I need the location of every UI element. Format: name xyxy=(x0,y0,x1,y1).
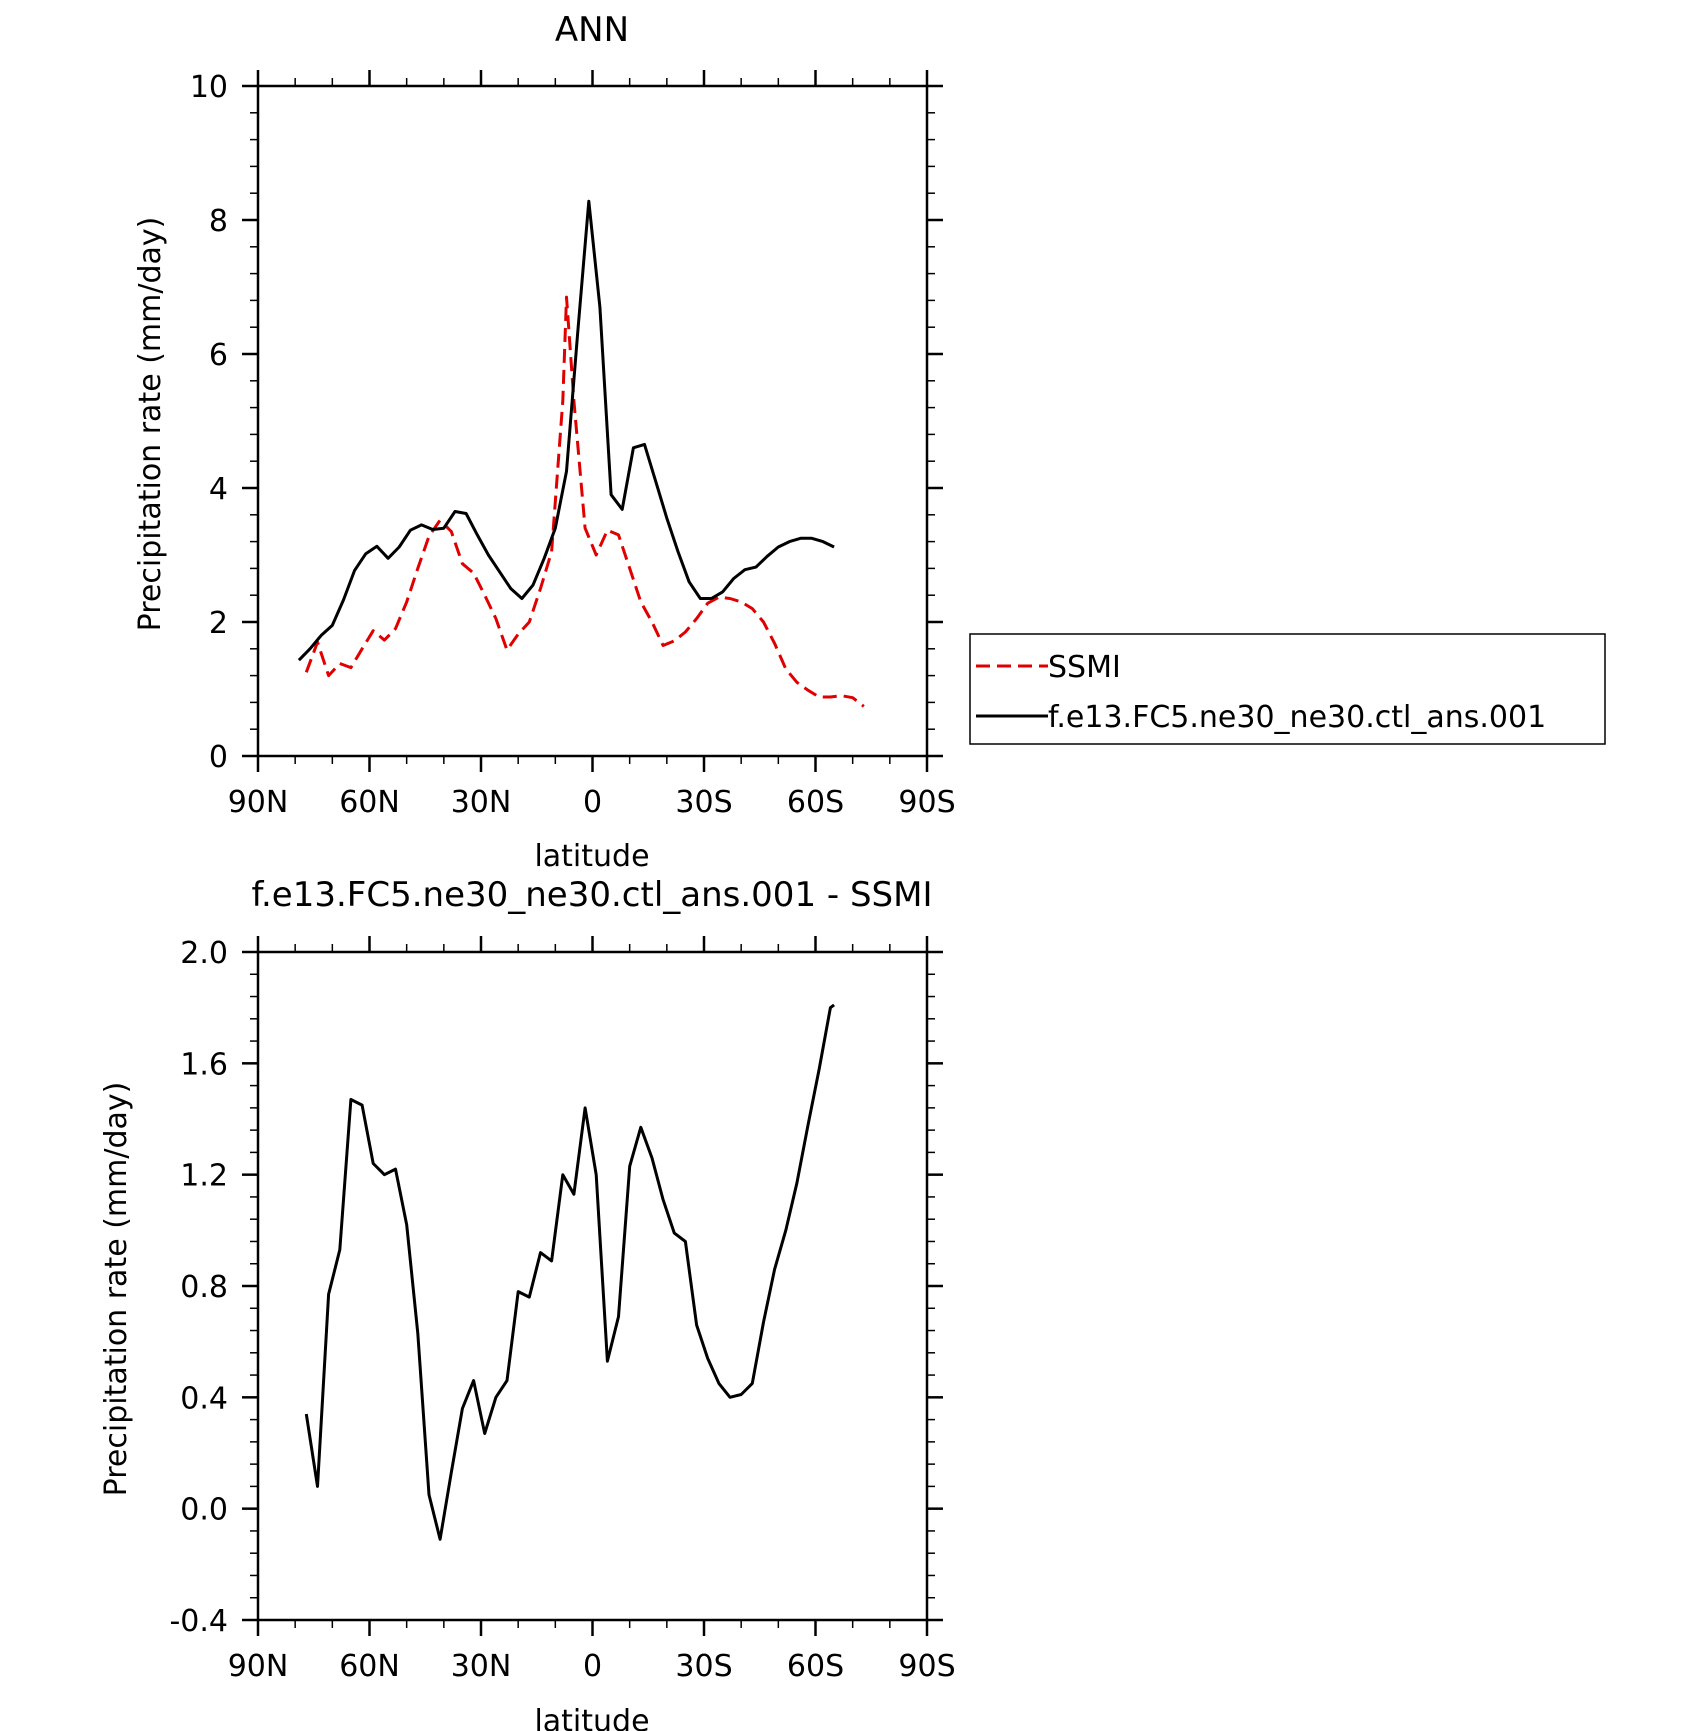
x-tick-label: 90N xyxy=(228,1649,289,1684)
x-tick-label: 90N xyxy=(228,785,289,820)
legend: SSMI f.e13.FC5.ne30_ne30.ctl_ans.001 xyxy=(969,633,1606,745)
y-tick-label: 0 xyxy=(209,740,228,775)
x-axis-label: latitude xyxy=(534,839,649,874)
chart-title: ANN xyxy=(555,10,629,50)
y-axis-label: Precipitation rate (mm/day) xyxy=(99,1082,134,1497)
plot-frame xyxy=(256,950,929,1622)
legend-label-ssmi: SSMI xyxy=(1048,650,1121,685)
y-tick-label: 2.0 xyxy=(180,936,228,971)
x-tick-label: 30N xyxy=(451,785,512,820)
y-tick-label: 0.8 xyxy=(180,1270,228,1305)
x-tick-label: 30S xyxy=(675,785,732,820)
x-tick-label: 60N xyxy=(339,785,400,820)
x-tick-label: 60S xyxy=(787,785,844,820)
chart-title: f.e13.FC5.ne30_ne30.ctl_ans.001 - SSMI xyxy=(252,875,933,915)
y-tick-label: 10 xyxy=(190,70,228,105)
x-tick-label: 0 xyxy=(583,1649,602,1684)
x-tick-label: 30N xyxy=(451,1649,512,1684)
x-tick-label: 0 xyxy=(583,785,602,820)
x-axis-label: latitude xyxy=(534,1704,649,1731)
bottom-panel-difference: f.e13.FC5.ne30_ne30.ctl_ans.001 - SSMI P… xyxy=(99,875,956,1731)
series-line-series-0 xyxy=(304,1003,836,1541)
y-tick-label: 0.4 xyxy=(180,1381,228,1416)
legend-label-model: f.e13.FC5.ne30_ne30.ctl_ans.001 xyxy=(1048,700,1546,735)
x-tick-label: 60S xyxy=(787,1649,844,1684)
y-tick-label: 0.0 xyxy=(180,1493,228,1528)
legend-box xyxy=(969,633,1606,745)
x-tick-label: 90S xyxy=(898,1649,955,1684)
y-axis-label: Precipitation rate (mm/day) xyxy=(133,217,168,632)
series-line-f-e13-fc5-ne30-ne30-ctl-ans-001 xyxy=(297,199,835,662)
x-tick-label: 90S xyxy=(898,785,955,820)
y-tick-label: 2 xyxy=(209,606,228,641)
y-tick-label: 6 xyxy=(209,338,228,373)
x-tick-label: 30S xyxy=(675,1649,732,1684)
y-tick-label: 1.6 xyxy=(180,1047,228,1082)
top-panel-ann: ANN Precipitation rate (mm/day) latitude… xyxy=(133,10,956,874)
y-tick-label: 4 xyxy=(209,472,228,507)
y-tick-label: -0.4 xyxy=(169,1604,228,1639)
series-line-ssmi xyxy=(304,295,865,708)
x-tick-label: 60N xyxy=(339,1649,400,1684)
y-tick-label: 8 xyxy=(209,204,228,239)
y-tick-label: 1.2 xyxy=(180,1159,228,1194)
